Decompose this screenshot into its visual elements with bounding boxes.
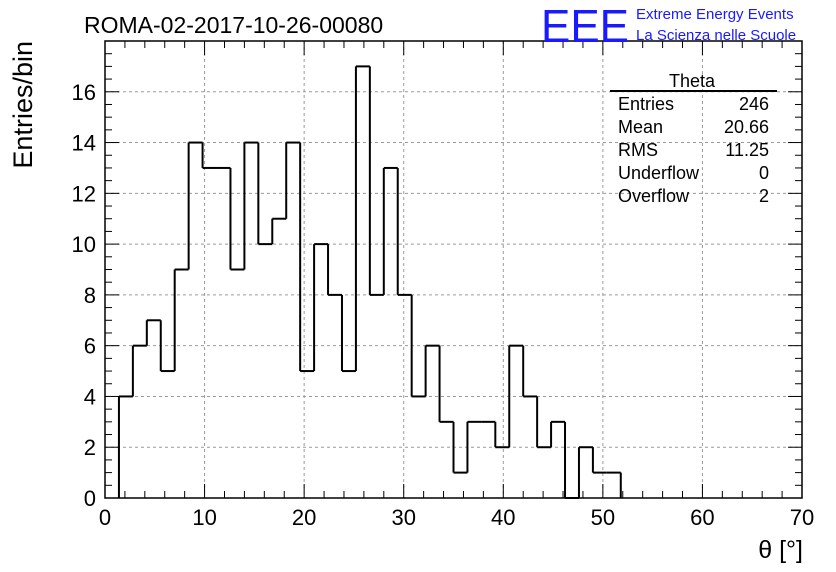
y-tick-label: 6 — [84, 334, 96, 359]
stats-label-overflow: Overflow — [618, 186, 690, 206]
stats-label-entries: Entries — [618, 94, 674, 114]
y-tick-label: 16 — [72, 80, 96, 105]
stats-value-overflow: 2 — [759, 186, 769, 206]
y-tick-label: 8 — [84, 283, 96, 308]
x-tick-label: 40 — [491, 505, 515, 530]
x-tick-label: 60 — [690, 505, 714, 530]
y-tick-label: 12 — [72, 181, 96, 206]
y-axis-label: Entries/bin — [8, 41, 38, 169]
grid-lines — [105, 41, 802, 498]
axis-ticks — [104, 40, 803, 499]
x-axis-label: θ [°] — [758, 536, 803, 564]
stats-box: Theta Entries 246 Mean 20.66 RMS 11.25 U… — [610, 71, 777, 206]
x-tick-label: 50 — [591, 505, 615, 530]
y-tick-label: 2 — [84, 435, 96, 460]
stats-label-rms: RMS — [618, 140, 658, 160]
run-title: ROMA-02-2017-10-26-00080 — [84, 12, 383, 38]
y-tick-label: 10 — [72, 232, 96, 257]
logo-subtitle-2: La Scienza nelle Scuole — [636, 27, 796, 44]
stats-value-rms: 11.25 — [725, 140, 769, 160]
stats-title: Theta — [669, 71, 716, 91]
stats-value-underflow: 0 — [759, 163, 769, 183]
x-tick-label: 0 — [99, 505, 111, 530]
stats-value-entries: 246 — [739, 94, 769, 114]
y-tick-label: 0 — [84, 486, 96, 511]
stats-label-underflow: Underflow — [618, 163, 700, 183]
eee-logo: EEE — [541, 0, 629, 52]
x-tick-label: 20 — [292, 505, 316, 530]
histogram-series — [117, 65, 622, 499]
x-tick-label: 10 — [192, 505, 216, 530]
stats-label-mean: Mean — [618, 117, 663, 137]
stats-value-mean: 20.66 — [724, 117, 769, 137]
y-tick-label: 4 — [84, 384, 96, 409]
logo-subtitle-1: Extreme Energy Events — [636, 6, 794, 23]
y-tick-label: 14 — [72, 131, 96, 156]
x-tick-label: 30 — [391, 505, 415, 530]
x-tick-label: 70 — [790, 505, 814, 530]
